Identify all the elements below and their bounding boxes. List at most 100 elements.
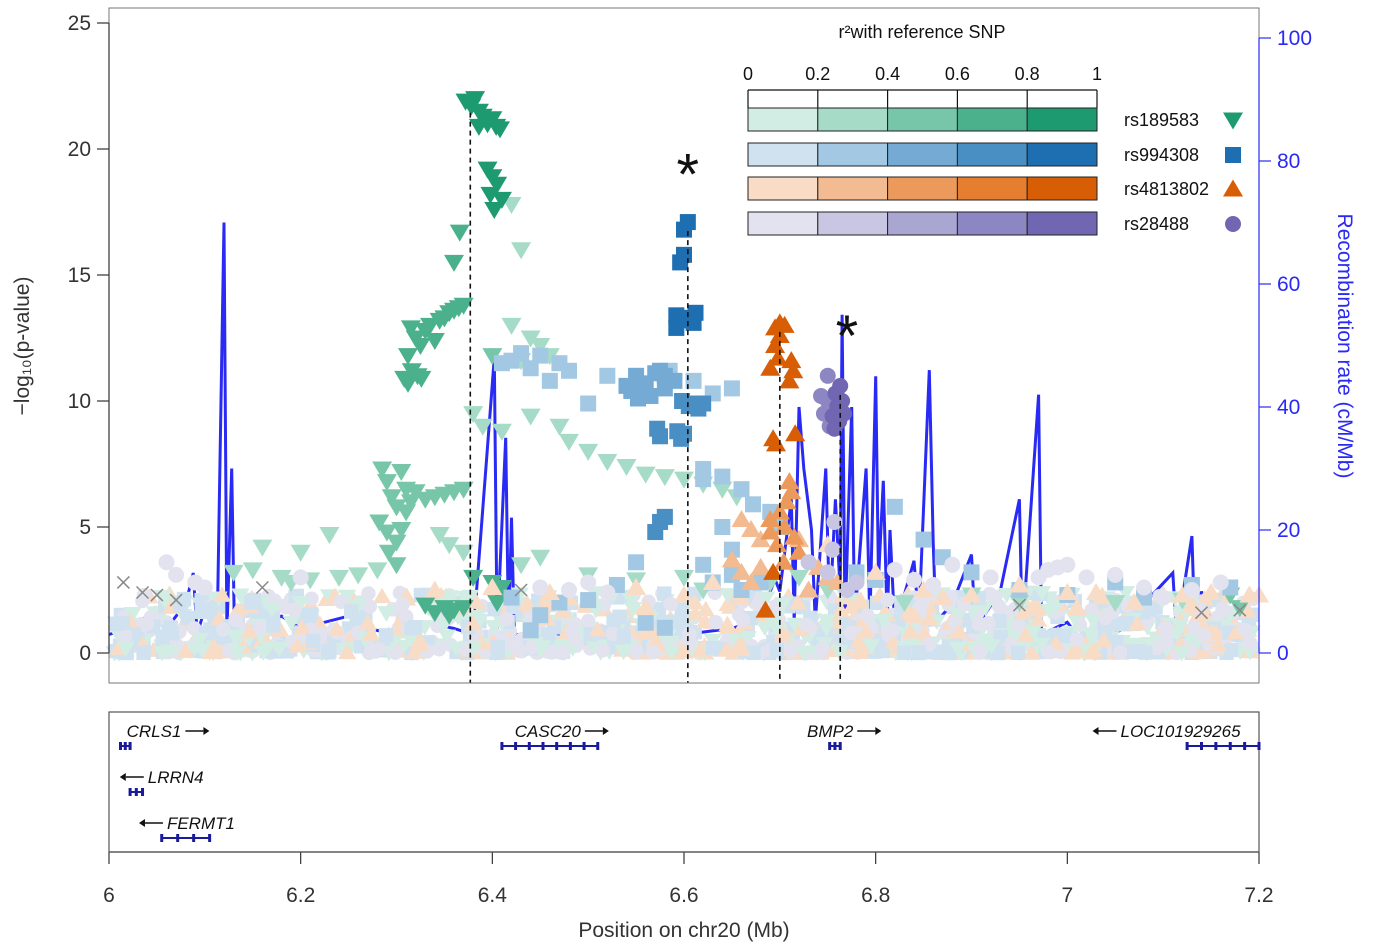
snp-point-rs4813802 xyxy=(702,572,723,590)
background-snp-point xyxy=(1014,604,1033,620)
snp-point-rs189583 xyxy=(487,595,508,613)
right-y-tick-label: 0 xyxy=(1277,642,1289,665)
snp-point-rs28488 xyxy=(886,561,903,578)
snp-point-rs28488 xyxy=(819,564,836,581)
cross-stroke xyxy=(255,580,269,595)
background-snp-point xyxy=(567,632,583,647)
snp-point-rs4813802 xyxy=(789,542,809,560)
legend-color-cell-rs28488 xyxy=(887,211,958,236)
snp-point-rs28488 xyxy=(848,574,865,591)
snp-point-rs28488 xyxy=(1136,579,1152,596)
gene-exon xyxy=(1257,742,1261,750)
gene-strand-arrowhead xyxy=(602,727,609,735)
snp-point-rs4813802 xyxy=(760,358,781,376)
legend-entry-label: rs28488 xyxy=(1124,214,1189,234)
legend-color-cell-rs994308 xyxy=(817,142,889,167)
snp-point-rs4813802 xyxy=(767,348,788,366)
legend-scale-tick-label: 0.2 xyxy=(805,64,830,84)
gene-exon xyxy=(128,788,132,796)
snp-point-rs28488 xyxy=(196,579,213,596)
snp-point-rs189583 xyxy=(712,481,733,499)
legend-entry-label: rs994308 xyxy=(1124,145,1199,165)
background-snp-point xyxy=(305,633,321,649)
snp-point-rs4813802 xyxy=(750,530,771,548)
left-y-tick-label: 20 xyxy=(68,138,91,161)
background-snp-point xyxy=(705,640,721,656)
snp-point-rs28488 xyxy=(1078,569,1095,586)
gene-lrrn4: LRRN4 xyxy=(119,768,204,796)
background-snp-point xyxy=(1016,626,1035,642)
right-y-axis-title: Recombination rate (cM/Mb) xyxy=(1333,214,1356,479)
legend-scale-tick-label: 1 xyxy=(1092,64,1102,84)
background-snp-point xyxy=(735,612,751,628)
snp-point-rs189583 xyxy=(520,330,541,348)
snp-point-rs189583 xyxy=(501,196,522,214)
background-snp-point xyxy=(344,604,359,619)
background-snp-point xyxy=(982,639,1001,655)
snp-point-rs189583 xyxy=(472,418,493,436)
gene-exon xyxy=(828,742,832,750)
snp-point-rs189583 xyxy=(453,600,474,618)
background-snp-point xyxy=(972,642,988,657)
background-snp-point xyxy=(860,608,875,623)
background-snp-point xyxy=(180,610,195,626)
gene-exon xyxy=(514,742,518,750)
background-snp-point xyxy=(226,629,245,646)
cross-stroke xyxy=(1194,606,1209,620)
snp-point-rs189583 xyxy=(439,607,460,625)
legend-color-cell-rs994308 xyxy=(956,142,1028,167)
snp-point-rs189583 xyxy=(449,224,470,242)
snp-point-rs189583 xyxy=(530,549,551,567)
background-snp-point xyxy=(815,641,830,657)
background-snp-point xyxy=(621,592,640,608)
snp-point-rs28488 xyxy=(819,367,836,384)
snp-point-rs189583 xyxy=(290,544,311,562)
background-snp-point xyxy=(1022,644,1041,660)
snp-point-rs189583 xyxy=(453,481,474,499)
background-snp-point xyxy=(1243,635,1258,651)
legend-color-cell-rs4813802 xyxy=(747,176,819,201)
reference-snp-marker-rs189583 xyxy=(463,96,478,111)
gene-exon xyxy=(1228,742,1232,750)
legend-layer: r²with reference SNP 0 0.2 0.4 0.6 0.8 1 rs1895… xyxy=(724,12,1249,247)
snp-point-rs189583 xyxy=(463,569,484,587)
gene-crls1: CRLS1 xyxy=(119,722,210,750)
background-snp-point xyxy=(1029,611,1048,627)
snp-point-rs189583 xyxy=(415,597,436,615)
background-snp-point xyxy=(467,593,486,609)
legend-entry-label: rs4813802 xyxy=(1124,179,1209,199)
snp-point-rs28488 xyxy=(982,569,999,586)
legend-marker-rs994308 xyxy=(1225,147,1241,163)
background-snp-point xyxy=(1215,601,1230,616)
x-tick-label: 6.2 xyxy=(286,884,315,907)
background-snp-point xyxy=(1158,634,1173,650)
background-snp-point xyxy=(1098,610,1113,626)
background-snp-point xyxy=(581,613,596,629)
background-snp-point xyxy=(798,617,814,633)
legend-color-cell-rs4813802 xyxy=(817,176,889,201)
background-snp-point xyxy=(971,616,986,632)
background-snp-point xyxy=(1024,624,1043,641)
background-snp-point xyxy=(152,646,171,662)
x-tick-label: 6.6 xyxy=(669,884,698,907)
background-snp-point xyxy=(199,601,215,617)
snp-point-rs994308 xyxy=(723,541,740,558)
background-snp-point xyxy=(686,605,705,621)
gene-exon xyxy=(833,742,837,750)
background-snp-point xyxy=(395,597,410,613)
background-snp-point xyxy=(992,613,1007,629)
background-snp-point xyxy=(682,627,697,642)
snp-cross-marker xyxy=(1233,603,1247,617)
background-snp-point xyxy=(136,645,151,660)
background-snp-point xyxy=(885,623,900,638)
background-snp-point xyxy=(401,632,420,648)
legend-scale-tick-label: 0.8 xyxy=(1015,64,1040,84)
left-y-tick-label: 5 xyxy=(79,516,91,539)
snp-point-rs994308 xyxy=(599,367,616,384)
background-snp-point xyxy=(857,622,876,639)
background-snp-point xyxy=(1084,613,1103,630)
snp-point-rs4813802 xyxy=(424,580,445,598)
background-snp-point xyxy=(228,612,243,628)
snp-point-rs994308 xyxy=(656,619,673,636)
